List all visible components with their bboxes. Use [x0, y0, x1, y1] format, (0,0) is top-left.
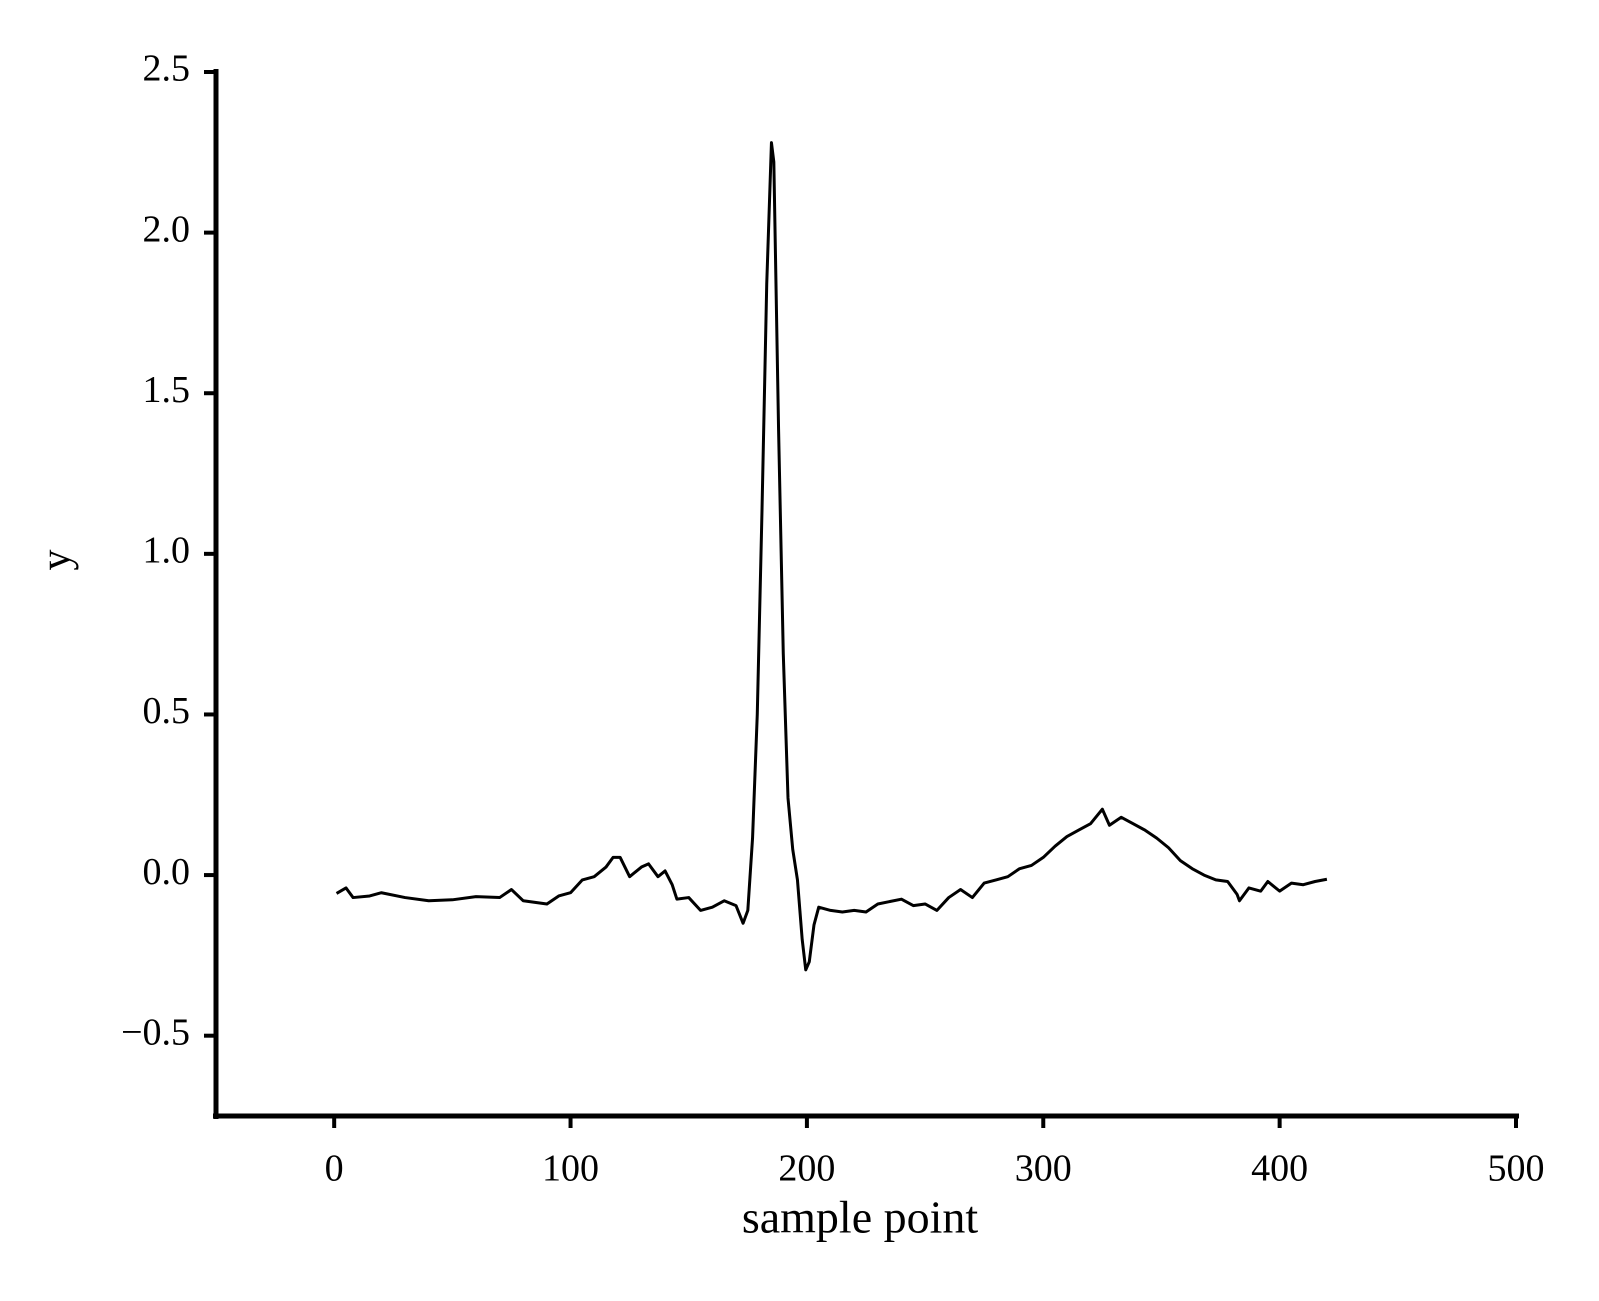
x-tick-label: 500 — [1488, 1148, 1545, 1190]
x-axis-label: sample point — [742, 1192, 979, 1243]
y-tick-label: 2.5 — [143, 48, 191, 90]
y-tick-label: −0.5 — [121, 1011, 190, 1053]
x-tick-label: 0 — [325, 1148, 344, 1190]
x-tick-label: 300 — [1015, 1148, 1072, 1190]
x-tick-label: 100 — [542, 1148, 599, 1190]
y-tick-label: 1.0 — [143, 530, 191, 572]
y-tick-label: 2.0 — [143, 208, 191, 250]
y-tick-label: 0.5 — [143, 690, 191, 732]
line-series — [335, 141, 1328, 972]
x-tick-label: 400 — [1251, 1148, 1308, 1190]
y-tick-label: 0.0 — [143, 851, 191, 893]
y-axis-label: y — [34, 550, 80, 571]
x-tick-label: 200 — [778, 1148, 835, 1190]
y-tick-label: 1.5 — [143, 369, 191, 411]
